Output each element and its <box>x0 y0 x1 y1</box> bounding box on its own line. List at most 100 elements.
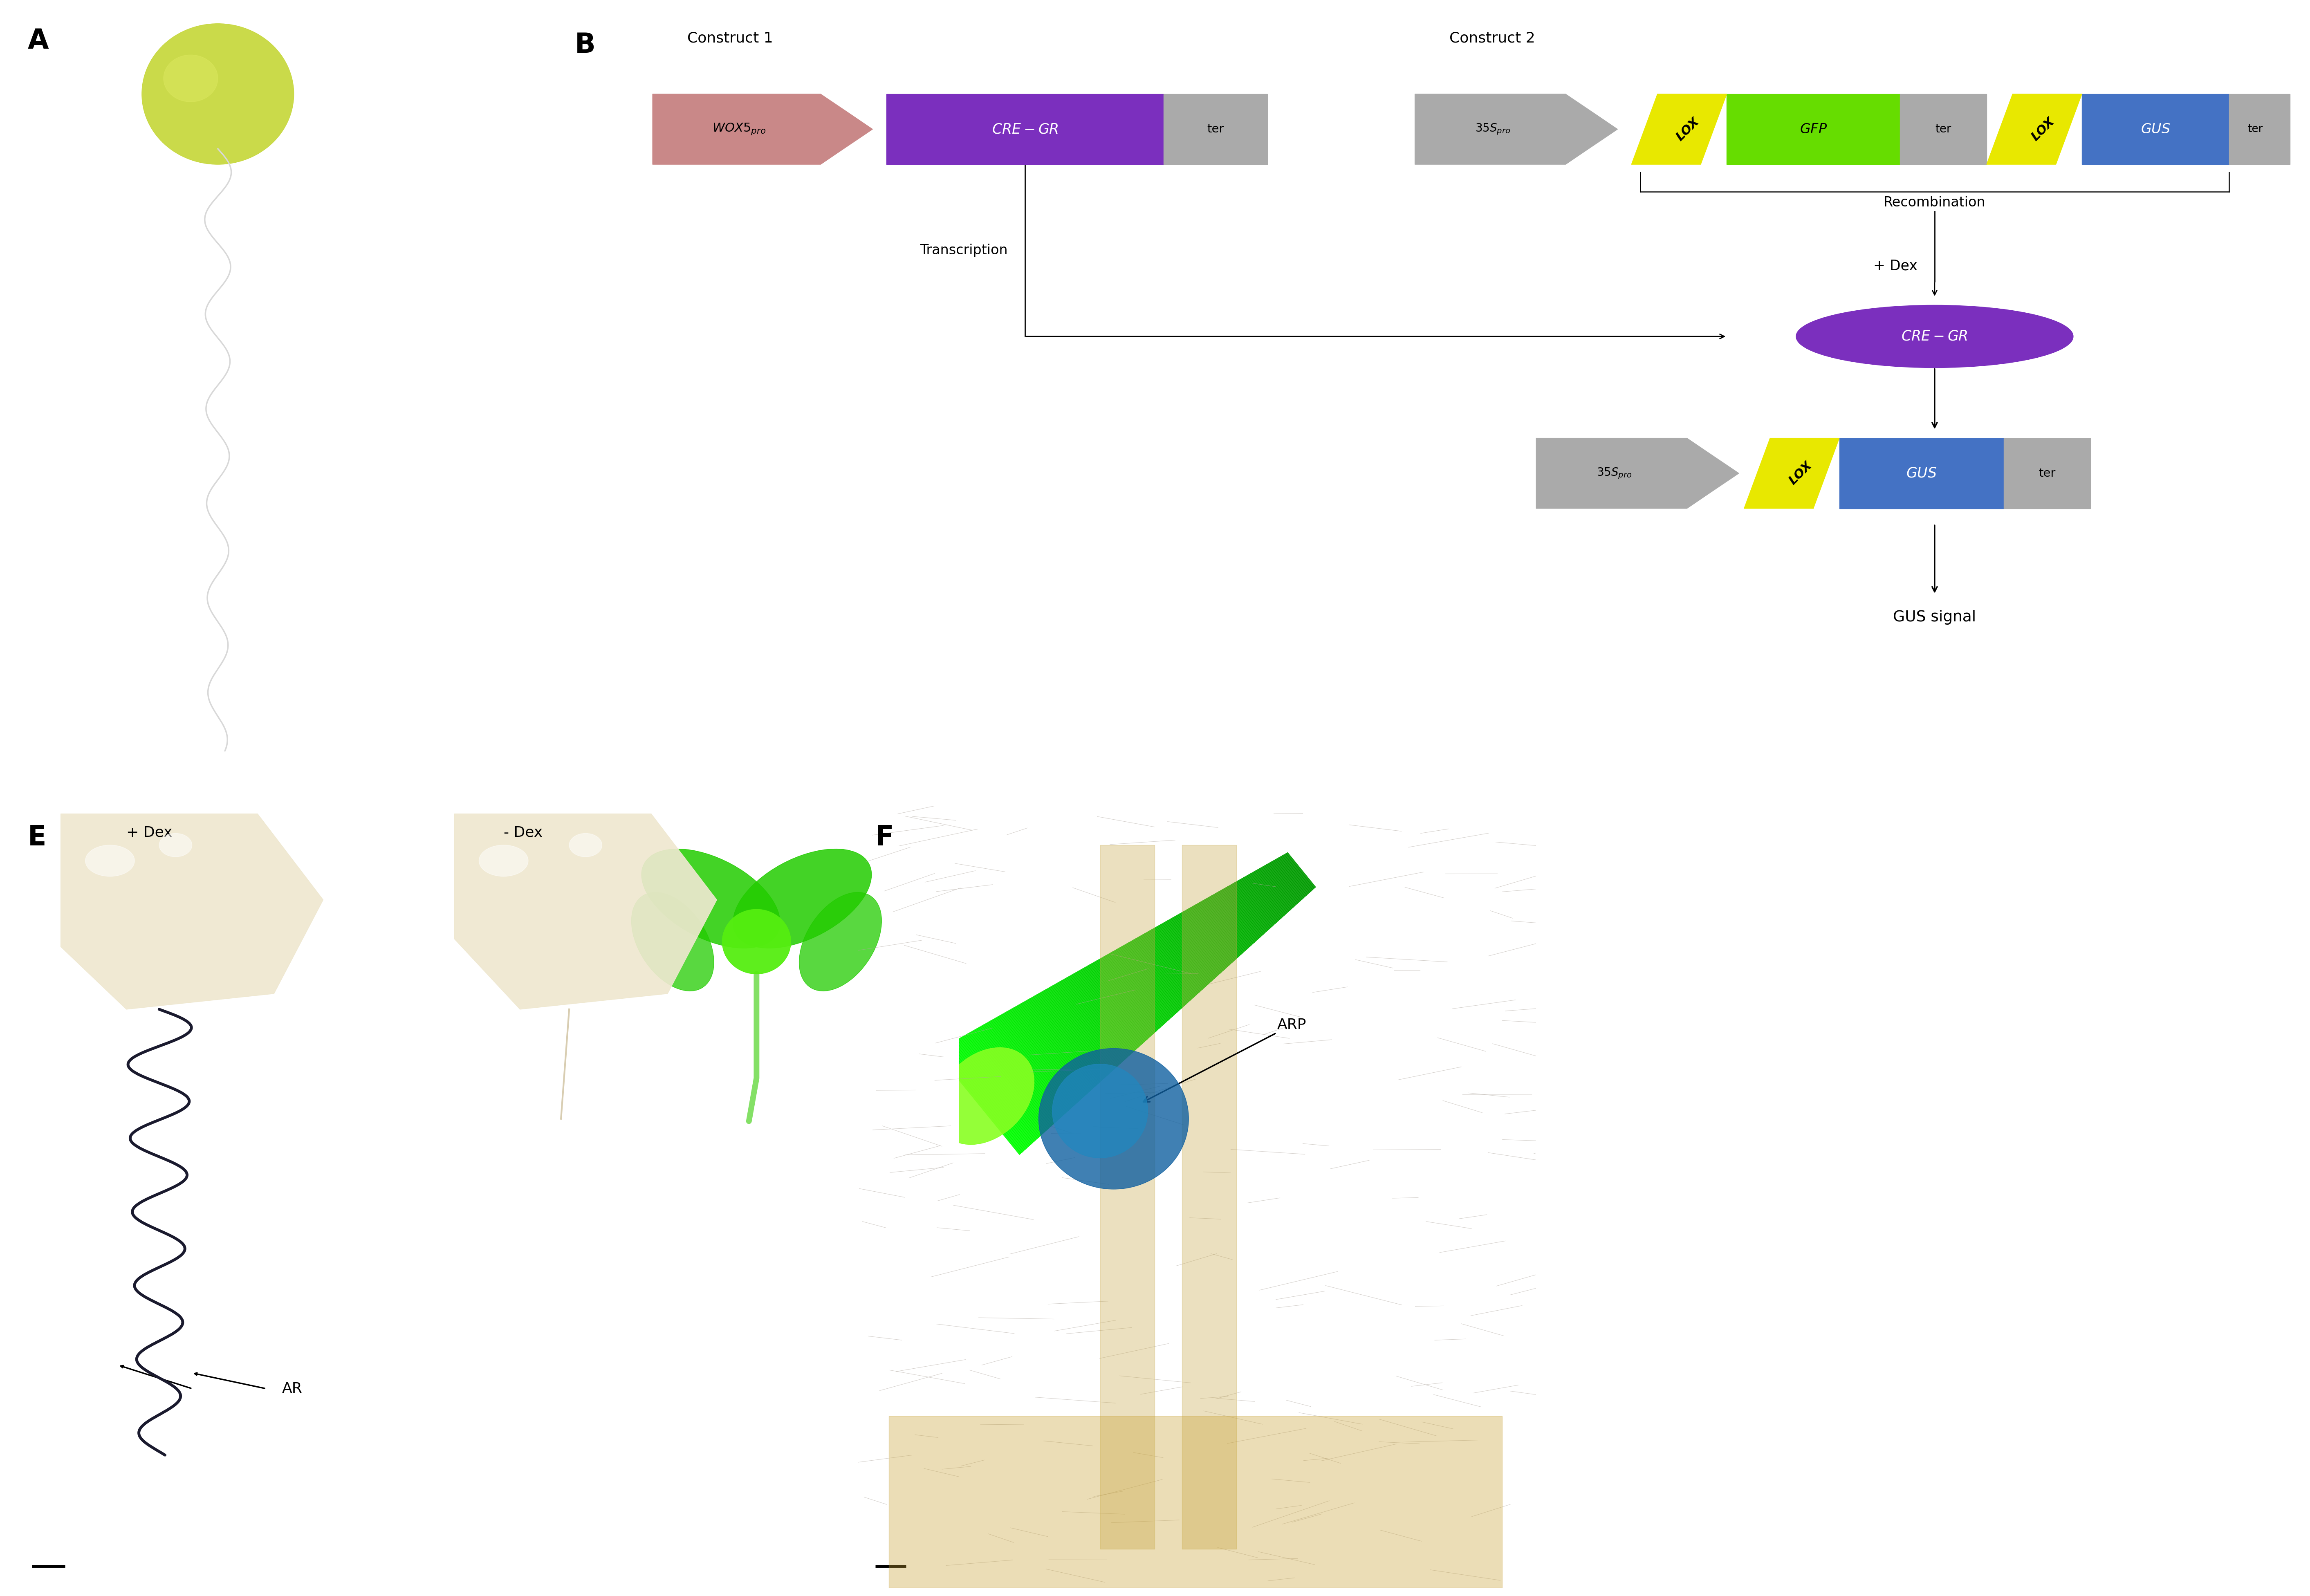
Polygon shape <box>1093 962 1153 1036</box>
Polygon shape <box>1014 1007 1086 1095</box>
Polygon shape <box>1204 900 1245 951</box>
Polygon shape <box>1125 943 1180 1010</box>
Polygon shape <box>1224 887 1264 935</box>
Polygon shape <box>1016 1004 1090 1093</box>
Polygon shape <box>1113 950 1171 1018</box>
Polygon shape <box>1231 884 1271 930</box>
Polygon shape <box>1130 940 1185 1007</box>
Polygon shape <box>1042 991 1111 1074</box>
Polygon shape <box>956 1039 1040 1138</box>
Text: ARP: ARP <box>1143 1018 1307 1101</box>
Polygon shape <box>949 1044 1033 1146</box>
Polygon shape <box>966 1034 1046 1132</box>
Text: AR: AR <box>282 1382 303 1395</box>
Polygon shape <box>977 1028 1056 1124</box>
Text: + Dex: + Dex <box>127 825 173 839</box>
Polygon shape <box>1023 1002 1095 1088</box>
Polygon shape <box>1100 959 1157 1031</box>
Text: LOX: LOX <box>1786 460 1813 487</box>
Polygon shape <box>1157 926 1208 986</box>
Polygon shape <box>1053 983 1120 1065</box>
Ellipse shape <box>568 833 603 857</box>
Polygon shape <box>1090 964 1150 1037</box>
Polygon shape <box>1208 897 1250 948</box>
Polygon shape <box>1280 857 1310 894</box>
Polygon shape <box>1167 921 1215 980</box>
Polygon shape <box>1106 954 1164 1026</box>
Polygon shape <box>1266 865 1298 905</box>
Polygon shape <box>1007 1010 1081 1101</box>
Polygon shape <box>1234 883 1271 929</box>
Text: D: D <box>975 809 996 836</box>
Polygon shape <box>1245 876 1282 919</box>
Polygon shape <box>1012 1007 1086 1096</box>
Polygon shape <box>1058 982 1123 1061</box>
Polygon shape <box>1003 1013 1076 1103</box>
Polygon shape <box>1153 929 1204 991</box>
Polygon shape <box>1109 953 1167 1023</box>
Text: $\it{GUS}$: $\it{GUS}$ <box>2141 123 2171 136</box>
Polygon shape <box>1280 855 1312 892</box>
Polygon shape <box>1070 975 1134 1052</box>
Polygon shape <box>1003 1013 1076 1104</box>
Polygon shape <box>1217 892 1257 940</box>
Polygon shape <box>968 1033 1049 1130</box>
Polygon shape <box>979 1026 1058 1120</box>
Polygon shape <box>1190 907 1236 961</box>
Polygon shape <box>1236 881 1273 927</box>
Polygon shape <box>1243 876 1280 921</box>
Polygon shape <box>1282 854 1312 891</box>
Polygon shape <box>1065 978 1130 1057</box>
Bar <box>1899 94 1987 164</box>
Polygon shape <box>1053 985 1120 1066</box>
Polygon shape <box>1277 857 1307 895</box>
Polygon shape <box>1183 911 1229 967</box>
Polygon shape <box>940 1049 1023 1152</box>
Polygon shape <box>1049 986 1116 1068</box>
FancyArrow shape <box>1536 437 1739 509</box>
Polygon shape <box>963 1036 1044 1135</box>
Polygon shape <box>1206 897 1250 948</box>
Polygon shape <box>1266 863 1298 903</box>
Text: ter: ter <box>2248 124 2264 134</box>
Polygon shape <box>1167 919 1215 978</box>
Polygon shape <box>1063 978 1127 1058</box>
Polygon shape <box>1187 908 1231 964</box>
Polygon shape <box>1130 942 1183 1009</box>
Polygon shape <box>1146 932 1197 996</box>
Ellipse shape <box>799 892 882 991</box>
Text: A: A <box>28 27 49 54</box>
Polygon shape <box>1275 859 1307 897</box>
Polygon shape <box>1051 986 1118 1068</box>
Polygon shape <box>998 1015 1074 1108</box>
Polygon shape <box>959 1037 1040 1136</box>
Text: ter: ter <box>1936 123 1952 136</box>
Polygon shape <box>1240 878 1277 922</box>
Polygon shape <box>1132 940 1187 1005</box>
Polygon shape <box>970 1031 1049 1128</box>
Text: $\it{CRE-GR}$: $\it{CRE-GR}$ <box>991 123 1058 136</box>
Polygon shape <box>1238 879 1275 924</box>
Polygon shape <box>993 1018 1070 1111</box>
Polygon shape <box>1284 854 1314 889</box>
Polygon shape <box>986 1021 1065 1116</box>
Text: F: F <box>875 824 894 851</box>
Polygon shape <box>984 1023 1060 1119</box>
Text: GUS signal: GUS signal <box>1894 610 1975 626</box>
FancyArrow shape <box>1414 94 1617 164</box>
Text: AR: AR <box>210 492 370 531</box>
Polygon shape <box>989 1021 1065 1114</box>
Polygon shape <box>1021 1002 1093 1090</box>
Polygon shape <box>1287 852 1317 889</box>
Polygon shape <box>1164 921 1213 982</box>
Polygon shape <box>1257 868 1291 910</box>
Polygon shape <box>1067 977 1132 1055</box>
Polygon shape <box>1199 902 1243 954</box>
Text: Transcription: Transcription <box>919 244 1007 257</box>
Bar <box>1164 94 1268 164</box>
Polygon shape <box>1074 972 1137 1050</box>
Polygon shape <box>1227 886 1266 934</box>
Polygon shape <box>1076 970 1141 1047</box>
Polygon shape <box>1247 875 1282 918</box>
Polygon shape <box>956 1039 1037 1140</box>
